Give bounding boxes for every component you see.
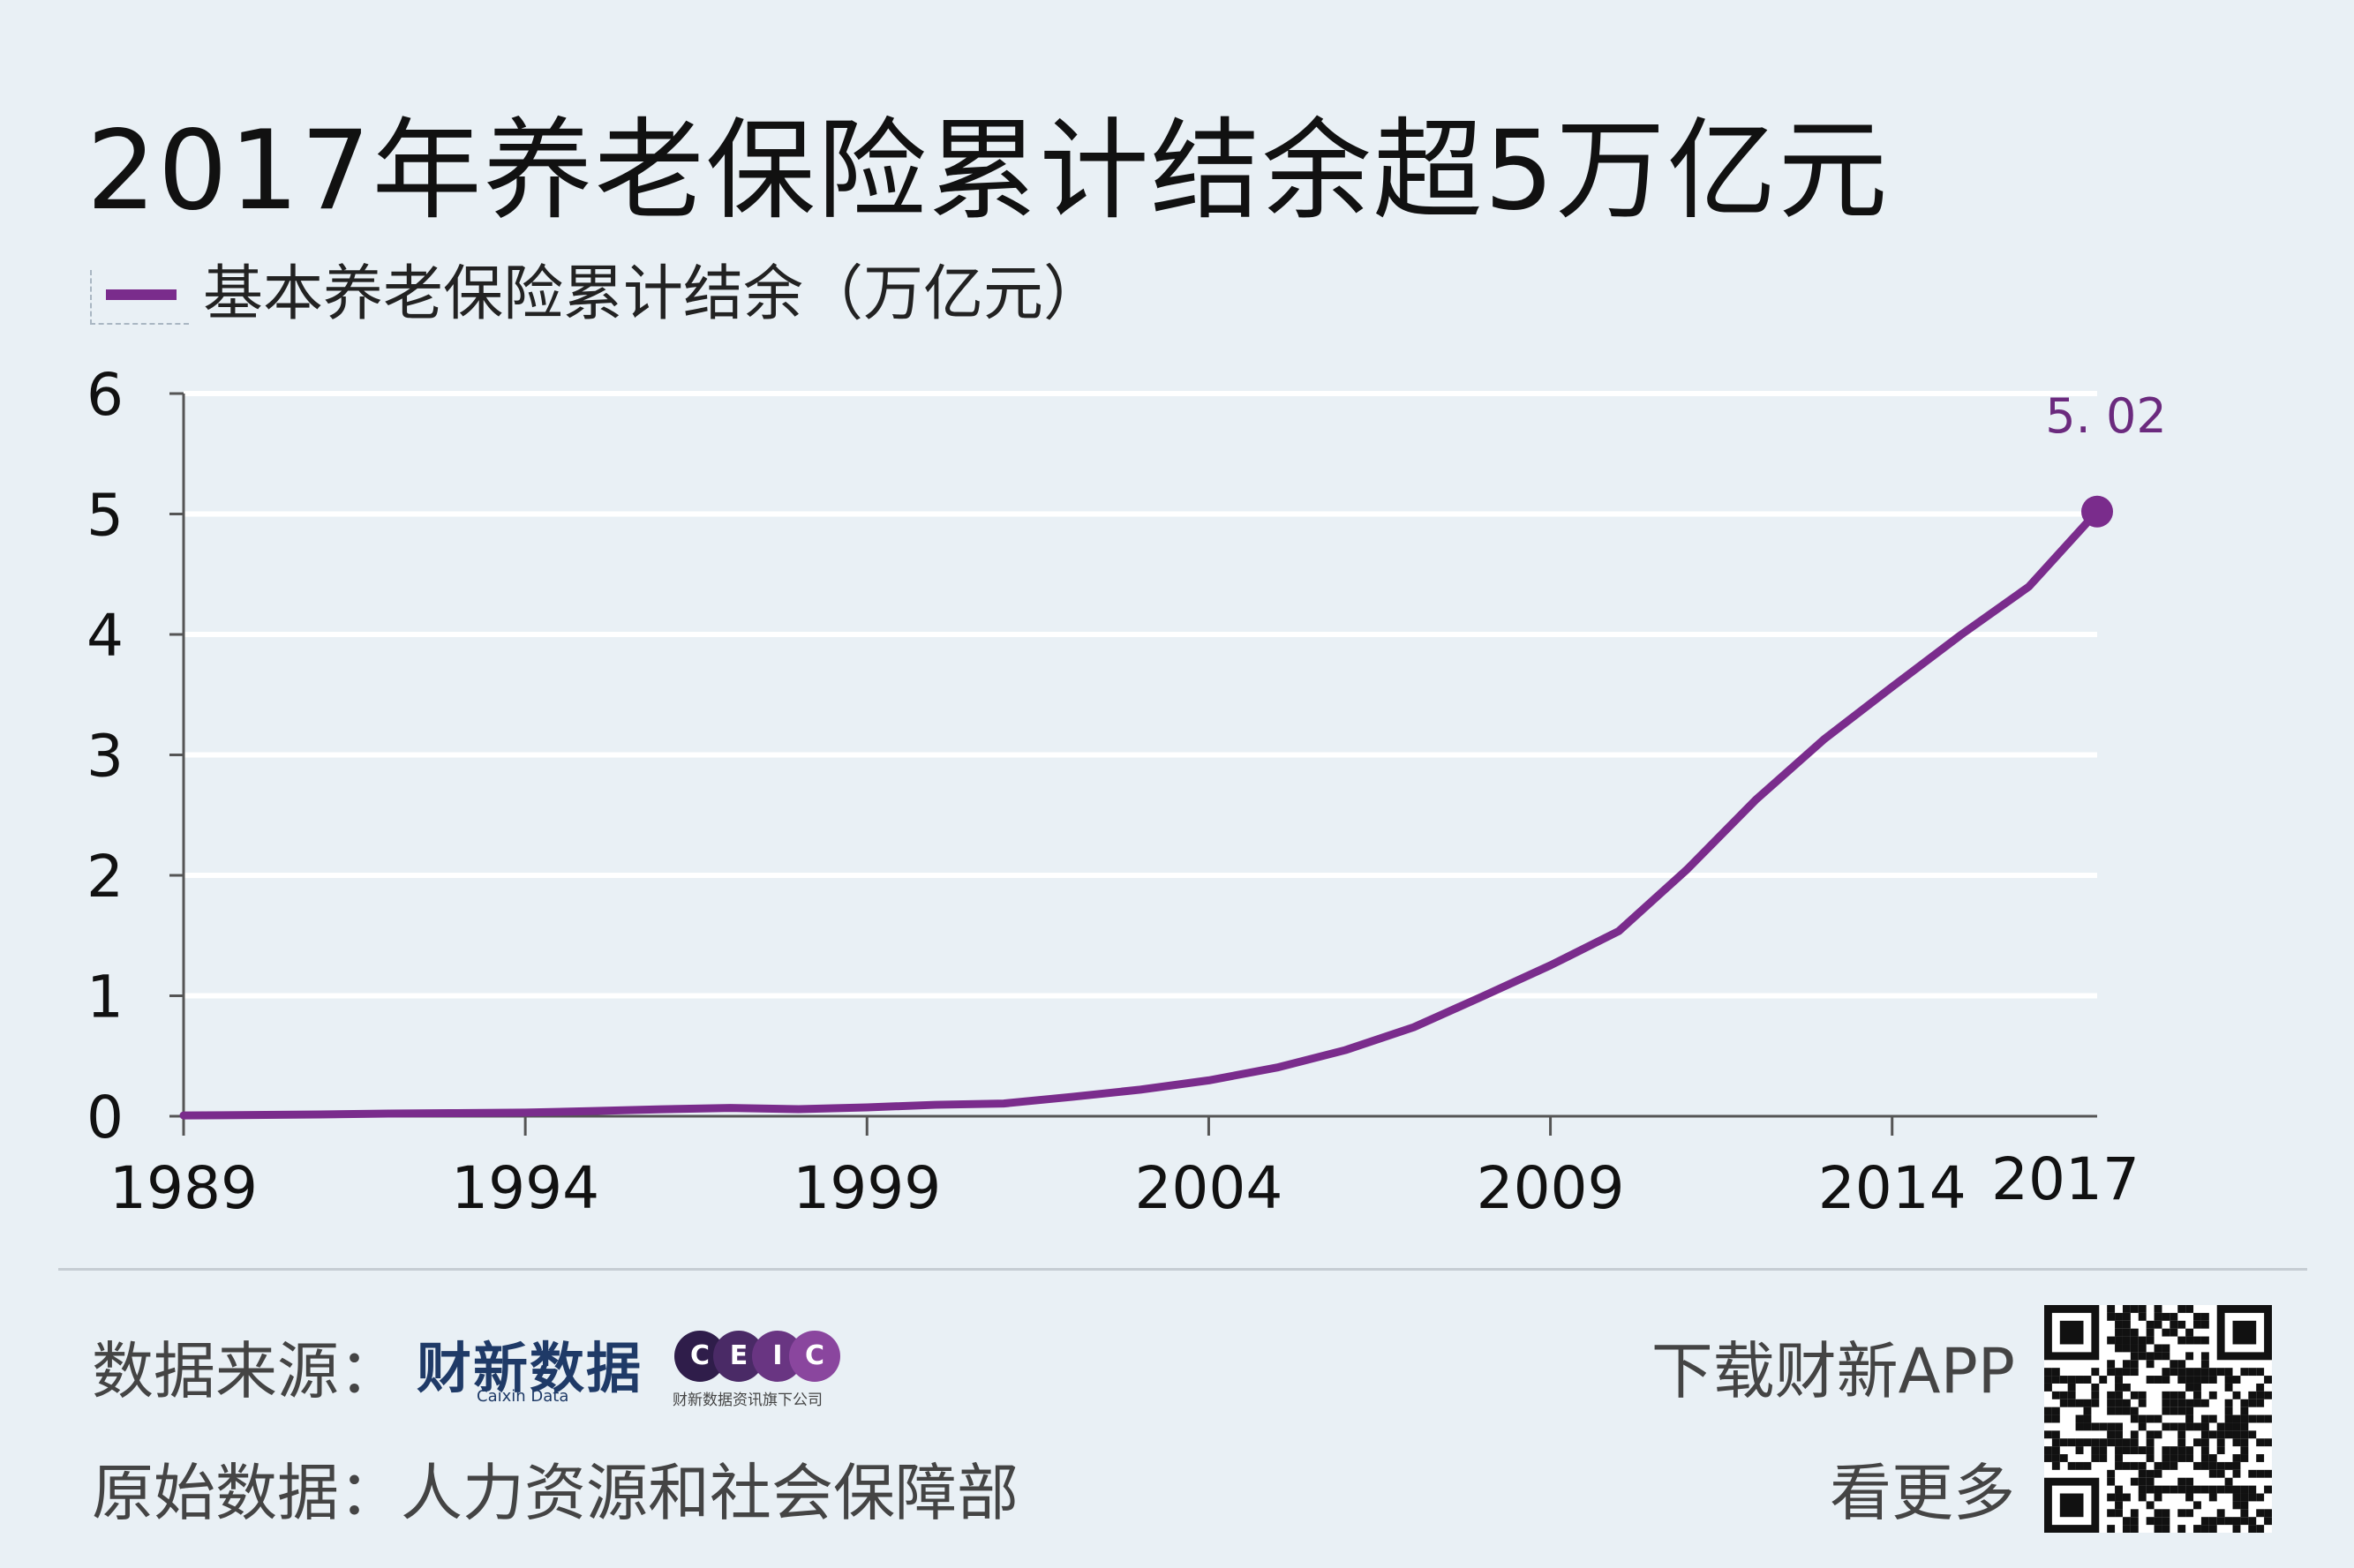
caixin-data-sublabel: Caixin Data xyxy=(477,1387,569,1406)
x-tick-label: 1999 xyxy=(793,1154,941,1222)
x-tick-label: 2009 xyxy=(1477,1154,1625,1222)
legend-swatch xyxy=(106,289,177,300)
legend-frame xyxy=(90,270,189,325)
axes xyxy=(169,392,2097,1136)
legend: 基本养老保险累计结余（万亿元） xyxy=(90,265,1237,325)
endpoint-marker xyxy=(2081,495,2113,528)
download-app-label[interactable]: 下载财新APP xyxy=(1651,1335,2015,1407)
qr-code-icon[interactable] xyxy=(2044,1305,2272,1533)
y-tick-label: 0 xyxy=(86,1084,124,1152)
line-chart: 0 1 2 3 4 5 6 1989 1994 1999 2004 2009 2014 2017 5. 0… xyxy=(86,361,2167,1222)
ceic-letter: E xyxy=(713,1331,764,1382)
y-tick-label: 4 xyxy=(86,602,124,670)
annotations: 5. 02 xyxy=(2045,388,2166,444)
data-label: 5. 02 xyxy=(2045,388,2166,444)
ceic-logo: C E I C xyxy=(674,1331,840,1382)
x-tick-label: 2014 xyxy=(1818,1154,1967,1222)
caixin-data-logo: 财新数据 xyxy=(417,1336,643,1400)
series-line xyxy=(179,507,2102,1120)
grid-lines xyxy=(184,391,2097,999)
see-more-label[interactable]: 看更多 xyxy=(1830,1457,2015,1529)
y-tick-label: 2 xyxy=(86,843,124,911)
ceic-letter: C xyxy=(789,1331,840,1382)
series-layer xyxy=(179,495,2113,1120)
ceic-sublabel: 财新数据资讯旗下公司 xyxy=(673,1392,823,1409)
legend-label: 基本养老保险累计结余（万亿元） xyxy=(203,259,1104,329)
x-tick-label: 1994 xyxy=(451,1154,599,1222)
y-tick-label: 3 xyxy=(86,723,124,791)
y-tick-label: 6 xyxy=(86,361,124,429)
tick-labels: 0 1 2 3 4 5 6 1989 1994 1999 2004 2009 2014 2017 xyxy=(86,361,2140,1222)
x-tick-label: 1989 xyxy=(109,1154,258,1222)
y-tick-label: 5 xyxy=(86,482,124,550)
y-tick-label: 1 xyxy=(86,964,124,1032)
x-tick-label: 2017 xyxy=(1991,1145,2140,1213)
x-tick-label: 2004 xyxy=(1134,1154,1282,1222)
footer-divider xyxy=(58,1268,2307,1271)
chart-title: 2017年养老保险累计结余超5万亿元 xyxy=(86,108,1890,235)
source-label: 数据来源： xyxy=(92,1335,401,1407)
origin-label: 原始数据：人力资源和社会保障部 xyxy=(92,1457,1019,1529)
